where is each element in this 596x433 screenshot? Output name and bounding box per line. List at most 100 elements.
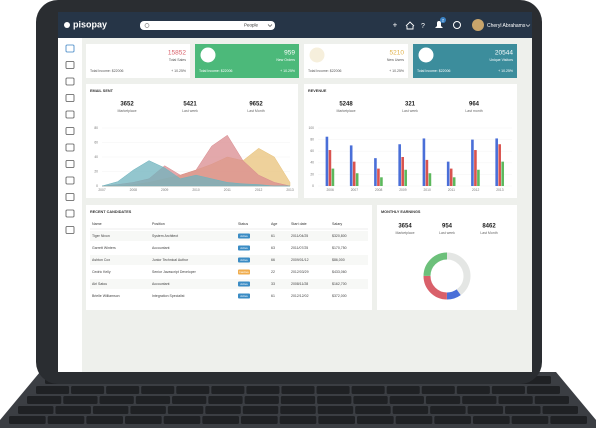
- stat-value: 5210: [390, 50, 405, 57]
- bar: [325, 136, 329, 186]
- stat-change: + 10.25%: [280, 69, 295, 73]
- status-badge: [238, 245, 250, 251]
- key: [392, 406, 429, 414]
- key: [47, 416, 85, 424]
- key: [172, 396, 207, 404]
- key: [550, 416, 587, 424]
- table-cell: System Architect: [152, 234, 178, 238]
- key: [280, 406, 316, 414]
- key: [135, 396, 171, 404]
- search-box[interactable]: [140, 21, 275, 30]
- bell-icon[interactable]: [435, 21, 443, 28]
- table-cell: Tiger Nixon: [92, 234, 110, 238]
- key: [241, 416, 278, 424]
- stat-label: Total Sales: [169, 58, 186, 62]
- logo-icon: [64, 22, 70, 28]
- x-tick-label: 2013: [286, 188, 294, 192]
- sidebar-icon: [65, 127, 75, 135]
- help-icon[interactable]: ?: [421, 23, 425, 30]
- bar: [425, 159, 429, 186]
- key: [456, 386, 490, 394]
- table-cell: Junior Technical Author: [152, 258, 189, 262]
- avatar[interactable]: [472, 19, 484, 31]
- sidebar-icon: [65, 209, 75, 218]
- summary-value: 3654: [398, 224, 412, 230]
- bar: [474, 150, 477, 186]
- table-cell: 2009/01/12: [291, 258, 309, 262]
- table-cell: $433,060: [332, 270, 347, 274]
- bar: [428, 173, 432, 186]
- bar: [398, 144, 401, 186]
- key: [279, 416, 317, 424]
- status-text: Active: [240, 294, 248, 298]
- key: [317, 406, 354, 414]
- sidebar-icon: [65, 226, 75, 234]
- y-tick-label: 100: [308, 126, 314, 130]
- stat-label: New Orders: [276, 58, 295, 62]
- bar: [401, 157, 404, 186]
- bar: [452, 177, 456, 186]
- key: [63, 396, 98, 404]
- x-tick-label: 2006: [326, 188, 334, 192]
- dropdown-caret: [267, 24, 273, 27]
- settings-icon[interactable]: [453, 21, 461, 29]
- home-icon[interactable]: [405, 21, 415, 30]
- bar: [404, 169, 407, 186]
- sidebar-icon: [65, 110, 75, 119]
- table-cell: $170,750: [332, 246, 347, 250]
- user-name[interactable]: Cheryl Abrahams: [487, 23, 526, 29]
- status-text: Inactive: [239, 270, 249, 274]
- x-tick-label: 2007: [351, 188, 359, 192]
- bar: [331, 168, 335, 186]
- key: [36, 386, 70, 394]
- status-badge: [238, 293, 250, 299]
- x-tick-label: 2013: [496, 188, 504, 192]
- area: [101, 160, 290, 187]
- bar: [422, 138, 426, 186]
- table-cell: 2008/11/28: [291, 282, 308, 286]
- table-cell: $320,800: [332, 234, 347, 238]
- search-filter[interactable]: People: [244, 23, 259, 28]
- key: [246, 386, 280, 394]
- table-cell: Cedric Kelly: [92, 270, 111, 274]
- add-icon[interactable]: +: [393, 21, 398, 30]
- key: [353, 396, 388, 404]
- key: [498, 396, 533, 404]
- notification-count: 2: [442, 17, 445, 22]
- x-tick-label: 2011: [448, 188, 455, 192]
- sidebar-icon: [65, 176, 75, 185]
- key: [280, 396, 316, 404]
- table-cell: 33: [271, 282, 275, 286]
- table-row: [90, 231, 368, 241]
- key: [386, 386, 420, 394]
- bar: [328, 150, 332, 186]
- summary-label: Last month: [465, 109, 482, 113]
- table-cell: 61: [271, 234, 275, 238]
- sidebar-icon: [65, 160, 75, 168]
- table-cell: 2011/07/25: [291, 246, 308, 250]
- key: [244, 396, 279, 404]
- key: [430, 406, 466, 414]
- key: [130, 406, 166, 414]
- summary-value: 8462: [482, 224, 496, 230]
- table-cell: $372,000: [332, 294, 347, 298]
- y-tick-label: 80: [310, 137, 314, 141]
- key: [542, 406, 578, 414]
- x-tick-label: 2012: [472, 188, 480, 192]
- summary-label: Marketplace: [336, 109, 355, 113]
- y-tick-label: 0: [312, 184, 314, 188]
- key: [425, 396, 461, 404]
- bar: [374, 158, 377, 186]
- bar: [495, 138, 498, 186]
- key: [505, 406, 541, 414]
- sidebar-icon: [65, 143, 75, 152]
- summary-value: 3652: [120, 102, 134, 108]
- key: [389, 396, 424, 404]
- bar: [471, 139, 474, 186]
- panel-title: REVENUE: [308, 89, 327, 93]
- table-cell: 2012/03/29: [291, 270, 309, 274]
- summary-value: 5248: [339, 102, 353, 108]
- stat-label: Unique Visitors: [490, 58, 514, 62]
- summary-value: 964: [469, 102, 480, 108]
